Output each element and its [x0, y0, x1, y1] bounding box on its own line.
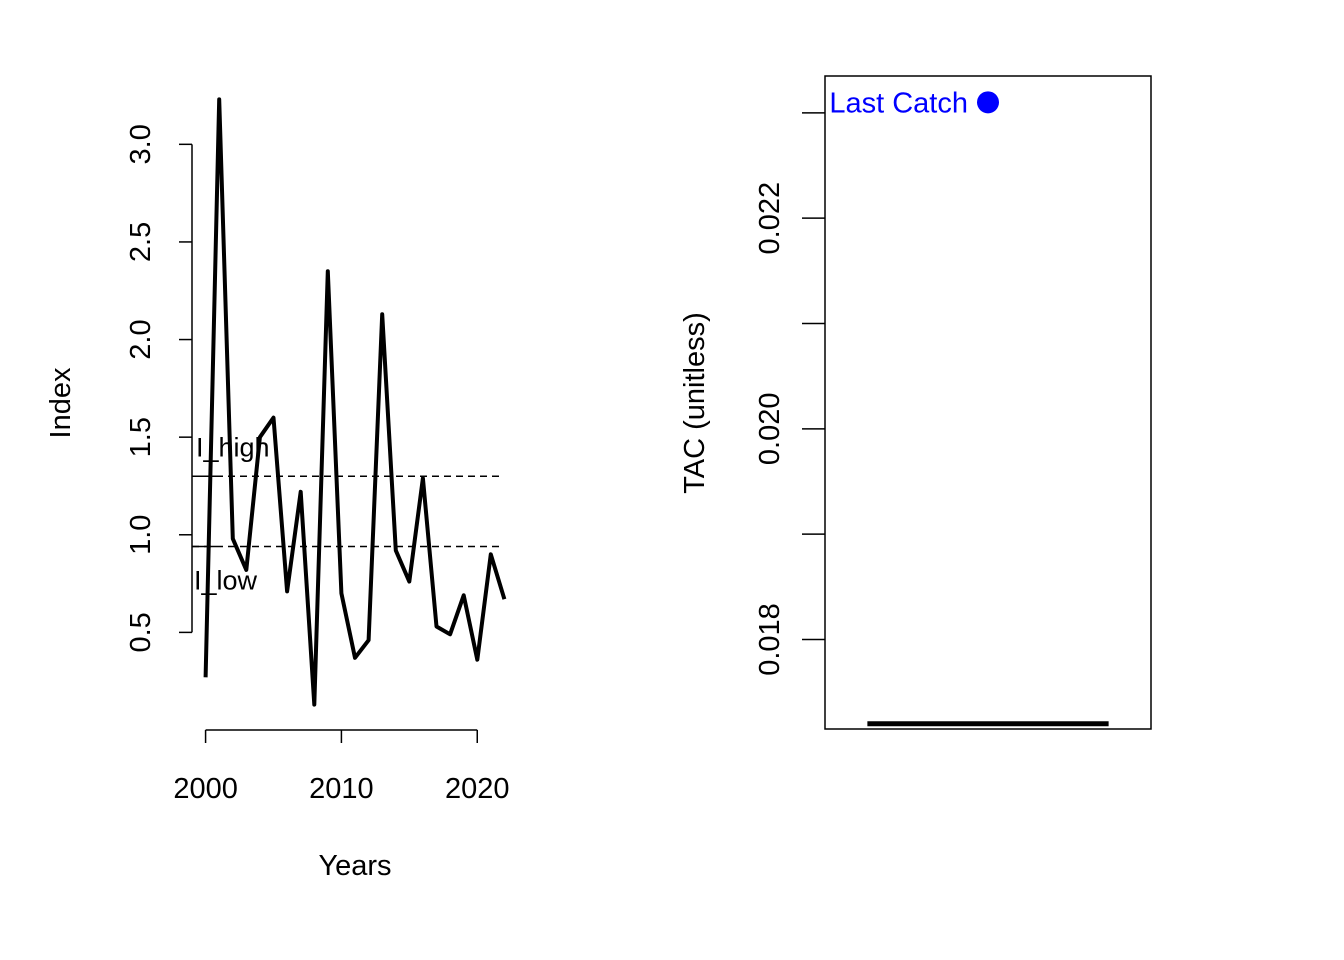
y-tick-label: 1.0: [125, 515, 157, 555]
x-tick-label: 2010: [309, 773, 374, 805]
y-tick-label: 0.020: [754, 393, 786, 466]
index-series-line: [203, 97, 507, 707]
x-axis-title: Years: [318, 850, 391, 882]
tac-panel: 0.018 0.020 0.022 Last Catch TAC (unitless): [679, 75, 1152, 730]
y-tick-label: 0.5: [125, 612, 157, 652]
x-tick-label: 2000: [173, 773, 238, 805]
last-catch-label: Last Catch: [829, 87, 968, 119]
y-axis-title: Index: [45, 367, 77, 438]
y-tick-label: 0.018: [754, 603, 786, 676]
y-tick-label: 3.0: [125, 124, 157, 164]
plot-box: [824, 75, 1152, 730]
y-tick-label: 1.5: [125, 417, 157, 457]
last-catch-point: [977, 91, 999, 114]
y-tick-label: 2.0: [125, 319, 157, 359]
y-axis-title: TAC (unitless): [679, 312, 711, 494]
y-tick-label: 0.022: [754, 182, 786, 255]
y-tick-label: 2.5: [125, 222, 157, 262]
x-tick-label: 2020: [445, 773, 510, 805]
